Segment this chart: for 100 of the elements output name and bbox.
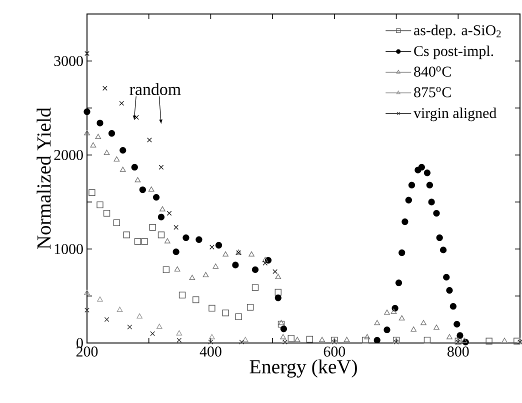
point [294, 336, 300, 342]
point [274, 288, 282, 296]
point [384, 326, 390, 334]
point [384, 310, 390, 315]
point [436, 234, 443, 242]
point [84, 130, 90, 136]
point [176, 338, 182, 343]
point [127, 324, 132, 330]
point [182, 234, 190, 242]
x-axis-title: Energy (keV) [250, 359, 357, 378]
point [395, 280, 402, 286]
point [514, 338, 520, 344]
point [344, 336, 350, 342]
legend-label: as-dep. a-SiO$_{2}$ [414, 24, 501, 38]
point [235, 313, 242, 320]
point [486, 338, 492, 344]
point [215, 242, 222, 249]
point [131, 164, 138, 171]
point [209, 334, 215, 340]
point [398, 315, 405, 320]
x-tick-label: 800 [447, 346, 469, 357]
point [160, 206, 166, 212]
point [196, 236, 202, 243]
point [192, 296, 200, 304]
y-tick-label: 3000 [54, 56, 83, 66]
point [84, 290, 90, 296]
point [239, 340, 244, 345]
point [450, 303, 457, 310]
point [446, 334, 452, 340]
point [84, 51, 90, 56]
point [374, 320, 380, 326]
point [158, 214, 165, 220]
point [84, 108, 90, 116]
point [178, 292, 186, 298]
point [262, 260, 268, 266]
point [454, 320, 460, 328]
point [461, 338, 468, 343]
legend-label: Cs post-impl. [414, 46, 494, 60]
point [113, 219, 120, 226]
point [262, 256, 268, 262]
point [402, 218, 408, 226]
point [134, 177, 141, 182]
point [84, 308, 90, 313]
x-tick-label: 200 [76, 346, 98, 357]
point [426, 182, 434, 188]
point [306, 336, 314, 343]
point [410, 326, 417, 332]
point [162, 266, 170, 274]
point [148, 186, 154, 192]
point [134, 238, 142, 245]
point [158, 164, 164, 170]
point [246, 304, 254, 311]
point [456, 332, 464, 339]
y-tick-label: 0 [76, 338, 83, 348]
point [90, 142, 96, 148]
y-tick-label: 1000 [54, 244, 83, 254]
annotation: random [130, 83, 181, 96]
point [280, 334, 286, 340]
point [172, 248, 180, 256]
point [420, 320, 426, 326]
point [209, 244, 214, 250]
point [424, 336, 431, 344]
point [278, 320, 284, 326]
point [116, 306, 123, 312]
point [502, 338, 508, 343]
point [364, 334, 370, 340]
point [114, 156, 120, 162]
point [248, 251, 254, 256]
point [164, 238, 170, 244]
point [119, 100, 124, 106]
point [208, 304, 216, 312]
x-tick-label: 600 [324, 346, 346, 357]
point [252, 266, 259, 274]
y-axis-title: Normalized Yield [36, 108, 51, 250]
point [443, 274, 450, 281]
point [174, 224, 179, 230]
point [136, 313, 143, 319]
point [104, 317, 110, 322]
point [428, 198, 435, 206]
point [390, 308, 397, 314]
point [123, 232, 130, 238]
point [139, 186, 146, 194]
point [408, 182, 416, 188]
point [202, 272, 209, 278]
point [88, 189, 96, 196]
point [319, 336, 325, 342]
point [96, 120, 104, 126]
point [222, 310, 229, 316]
point [152, 194, 160, 201]
point [222, 251, 228, 256]
y-tick-label: 2000 [54, 150, 83, 160]
point [278, 320, 285, 328]
point [208, 340, 214, 345]
point [120, 146, 126, 154]
point [176, 330, 182, 336]
point [275, 274, 282, 280]
point [362, 336, 369, 344]
point [288, 334, 294, 342]
point [103, 210, 110, 217]
point [97, 296, 103, 302]
